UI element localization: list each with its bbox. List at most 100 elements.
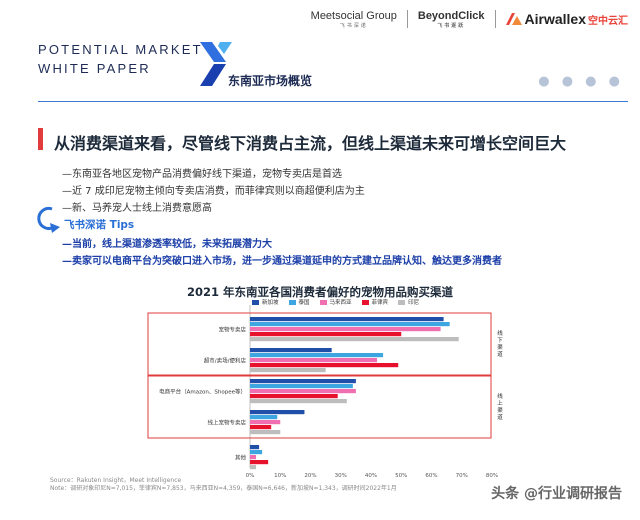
legend-label: 菲律宾 (371, 300, 389, 306)
headline-accent-bar (38, 128, 43, 150)
bar (250, 389, 356, 394)
airwallex-name: Airwallex (524, 11, 586, 27)
airwallex-logo: Airwallex 空中云汇 (505, 11, 628, 27)
legend-label: 新加坡 (262, 300, 279, 306)
x-tick-label: 20% (304, 473, 316, 479)
legend-label: 泰国 (298, 300, 310, 306)
logo-divider (406, 10, 408, 28)
category-label: 其他 (235, 454, 247, 462)
legend-label: 马来西亚 (329, 300, 352, 306)
bullet-1: —东南亚各地区宠物产品消费偏好线下渠道，宠物专卖店是首选 (62, 169, 342, 180)
category-label: 宠物专卖店 (218, 326, 246, 334)
bar (250, 460, 269, 465)
x-tick-label: 10% (274, 473, 286, 479)
white-paper-title: POTENTIAL MARKET WHITE PAPER (38, 40, 203, 78)
beyondclick-logo: BeyondClick 飞书逐跃 (418, 10, 485, 29)
bar (250, 445, 260, 450)
group-label-char: 渠 (497, 406, 503, 414)
tips-label: 飞书深诺 Tips (64, 219, 135, 231)
bar (250, 415, 278, 420)
bar (250, 425, 272, 430)
bar (250, 363, 399, 368)
bar (250, 455, 257, 460)
chart-legend: 新加坡 泰国 马来西亚 菲律宾 印尼 (252, 298, 419, 306)
bar (250, 358, 378, 363)
source-note: Source：Rakuten Insight，Meet Intelligence… (50, 477, 397, 493)
legend-swatch (398, 300, 406, 305)
group-label-char: 上 (497, 399, 503, 407)
bar (250, 353, 384, 358)
watermark: 头条 @行业调研报告 (491, 486, 622, 502)
bar (250, 465, 257, 470)
category-label: 线上宠物专卖店 (207, 419, 246, 427)
x-tick-label: 0% (246, 473, 255, 479)
white-paper-line2: WHITE PAPER (38, 61, 151, 76)
white-paper-line1: POTENTIAL MARKET (38, 42, 203, 57)
legend-item: 菲律宾 (361, 298, 389, 306)
category-label: 超市/卖场/便利店 (204, 357, 247, 365)
x-tick-label: 70% (456, 473, 468, 479)
group-label-char: 线 (497, 392, 503, 400)
meetsocial-name: Meetsocial Group (310, 9, 397, 22)
group-label-char: 道 (497, 413, 503, 421)
section-title: 东南亚市场概览 (228, 74, 313, 88)
group-label-char: 线 (497, 329, 503, 337)
legend-swatch (319, 300, 327, 305)
legend-item: 泰国 (288, 298, 310, 306)
tip-line-1: —当前，线上渠道渗透率较低，未来拓展潜力大 (62, 239, 272, 250)
legend-swatch (252, 300, 259, 305)
header-divider (38, 101, 628, 102)
group-label-char: 渠 (497, 343, 503, 351)
bar (250, 379, 356, 384)
bar (250, 348, 332, 353)
meetsocial-sub: 飞书深诺 (339, 22, 368, 29)
legend-swatch (288, 300, 296, 305)
bar (250, 322, 450, 327)
logo-divider (494, 10, 496, 28)
bar-chart: 0% 10% 20% 30% 40% 50% 60% 70% 80% 宠物专卖店超市/卖场/便利店… (147, 305, 503, 479)
legend-item: 马来西亚 (319, 298, 352, 306)
bar (250, 332, 402, 337)
bar (250, 368, 326, 373)
meetsocial-logo: Meetsocial Group 飞书深诺 (311, 10, 397, 29)
headline: 从消费渠道来看，尽管线下消费占主流，但线上渠道未来可增长空间巨大 (54, 134, 567, 153)
bar (250, 394, 338, 399)
bar (250, 450, 263, 455)
bar (250, 327, 441, 332)
x-tick-label: 30% (335, 473, 347, 479)
chart-title: 2021 年东南亚各国消费者偏好的宠物用品购买渠道 (186, 285, 453, 299)
bar (250, 384, 353, 389)
legend-item: 印尼 (398, 298, 419, 306)
brand-chevron-logo (200, 42, 232, 86)
bar (250, 317, 444, 322)
bullet-3: —新、马养宠人士线上消费意愿高 (62, 203, 212, 214)
bar (250, 410, 305, 415)
x-tick-label: 50% (395, 473, 407, 479)
beyondclick-sub: 飞书逐跃 (437, 22, 466, 29)
airwallex-cn: 空中云汇 (588, 15, 628, 27)
bar (250, 420, 281, 425)
source-line: Source：Rakuten Insight，Meet Intelligence (50, 477, 182, 484)
airwallex-icon (505, 13, 522, 25)
beyondclick-name: BeyondClick (417, 9, 485, 22)
decorative-dots: ● ● ● ● (538, 74, 624, 89)
tip-line-2: —卖家可以电商平台为突破口进入市场，进一步通过渠道延申的方式建立品牌认知、触达更… (62, 256, 502, 267)
legend-item: 新加坡 (252, 298, 279, 306)
bullet-2: —近 7 成印尼宠物主倾向专卖店消费，而菲律宾则以商超便利店为主 (62, 186, 365, 197)
category-label: 电商平台（Amazon、Shopee等） (159, 388, 246, 396)
bar (250, 430, 281, 435)
partner-logos: Meetsocial Group 飞书深诺 BeyondClick 飞书逐跃 A… (311, 10, 628, 29)
group-label-char: 下 (497, 337, 503, 344)
bar (250, 337, 459, 342)
x-tick-label: 60% (425, 473, 437, 479)
group-label-char: 道 (497, 350, 503, 358)
x-tick-label: 40% (365, 473, 377, 479)
x-tick-label: 80% (486, 473, 498, 479)
legend-label: 印尼 (408, 300, 420, 306)
online-group-box (147, 375, 492, 439)
bar (250, 399, 347, 404)
tips-arrow-icon (37, 206, 60, 233)
legend-swatch (361, 300, 369, 305)
offline-group-box (147, 312, 492, 376)
note-line: Note：调研对象印尼N=7,015，菲律宾N=7,853，马来西亚N=4,35… (50, 485, 397, 492)
